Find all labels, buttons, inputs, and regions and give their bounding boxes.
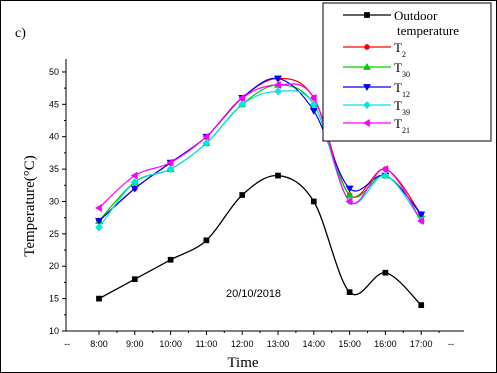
data-point-t21: [130, 171, 138, 180]
legend-label-subscript: 30: [402, 70, 410, 79]
x-tick-label: 16:00: [374, 339, 397, 349]
data-point-outdoor-temperature: [203, 237, 210, 244]
data-point-outdoor-temperature: [275, 172, 281, 179]
y-tick-label: 30: [49, 196, 59, 206]
legend-box: [322, 2, 492, 142]
data-point-outdoor-temperature: [310, 198, 317, 205]
y-tick-label: 45: [49, 99, 59, 109]
x-tick-labels: 8:00 9:00 10:00 11:00 12:00 13:00 14:00 15:00 16…: [64, 331, 454, 349]
legend-marker: [363, 101, 371, 109]
data-point-t12: [273, 75, 283, 83]
data-point-t21: [273, 80, 281, 89]
x-tick-label: 10:00: [159, 339, 182, 349]
legend-label: T: [394, 98, 402, 113]
data-point-t12: [309, 107, 318, 115]
data-point-outdoor-temperature: [382, 269, 389, 276]
legend-marker: [364, 44, 370, 50]
data-point-t12: [345, 185, 354, 193]
data-point-t39: [381, 171, 390, 180]
data-point-outdoor-temperature: [346, 289, 353, 295]
data-point-outdoor-temperature: [167, 256, 174, 263]
y-tick-labels: 10 15 20 25 30 35 40 45 50: [49, 67, 66, 336]
x-tick-label: --: [448, 339, 454, 349]
data-point-t39: [166, 165, 175, 174]
y-tick-label: 40: [49, 132, 59, 142]
y-tick-label: 50: [49, 67, 59, 77]
legend-label-subscript: 12: [402, 90, 410, 99]
y-tick-label: 20: [49, 261, 59, 271]
data-point-outdoor-temperature: [131, 276, 138, 283]
data-point-outdoor-temperature: [239, 192, 246, 198]
data-point-t21: [345, 197, 353, 206]
data-point-t21: [381, 165, 389, 174]
panel-label: c): [15, 26, 26, 41]
x-tick-label: 15:00: [338, 339, 361, 349]
legend-label: Outdoor: [394, 8, 438, 23]
series-lines: [98, 77, 422, 306]
x-tick-label: --: [64, 339, 70, 349]
series-markers: [94, 75, 426, 308]
legend-label: T: [394, 60, 402, 75]
y-tick-label: 10: [49, 326, 59, 336]
data-point-t39: [130, 178, 139, 187]
x-axis-label: Time: [227, 355, 258, 371]
y-axis-label: Temperature(°C): [22, 155, 38, 257]
data-point-outdoor-temperature: [418, 302, 425, 308]
series-line-t39: [98, 90, 422, 228]
data-point-t39: [202, 139, 211, 148]
data-point-t39: [274, 87, 282, 96]
y-tick-label: 15: [49, 294, 59, 304]
data-point-t39: [95, 223, 103, 232]
series-line-outdoor-temperature: [98, 174, 422, 306]
data-point-t39: [238, 100, 247, 109]
legend-marker: [364, 12, 370, 18]
data-point-outdoor-temperature: [96, 295, 102, 302]
legend-marker: [362, 84, 372, 92]
legend-label-subscript: 21: [402, 126, 410, 135]
data-point-t12: [94, 218, 104, 226]
data-point-t21: [94, 203, 102, 212]
x-tick-label: 12:00: [231, 339, 254, 349]
data-point-t21: [417, 216, 425, 225]
y-tick-label: 25: [49, 229, 59, 239]
x-tick-label: 8:00: [90, 339, 108, 349]
x-tick-label: 9:00: [126, 339, 144, 349]
data-point-t39: [309, 100, 318, 109]
legend-label: T: [394, 40, 402, 55]
x-tick-label: 13:00: [267, 339, 290, 349]
legend-marker: [362, 62, 372, 70]
date-annotation: 20/10/2018: [226, 288, 281, 300]
x-tick-label: 11:00: [195, 339, 217, 349]
series-line-t21: [98, 83, 422, 222]
x-tick-label: 14:00: [303, 339, 326, 349]
legend-label-subscript: 39: [402, 108, 410, 117]
legend-label: T: [394, 116, 402, 131]
x-tick-label: 17:00: [410, 339, 433, 349]
legend-label-subscript: 2: [402, 50, 406, 59]
data-point-t21: [238, 93, 246, 102]
y-tick-label: 35: [49, 164, 59, 174]
data-point-t21: [202, 132, 210, 141]
legend-marker: [362, 118, 370, 128]
legend-label: T: [394, 80, 402, 95]
legend-label-continued: temperature: [397, 23, 459, 38]
data-point-t21: [309, 93, 317, 102]
data-point-t21: [166, 158, 174, 167]
data-point-t12: [417, 211, 426, 219]
